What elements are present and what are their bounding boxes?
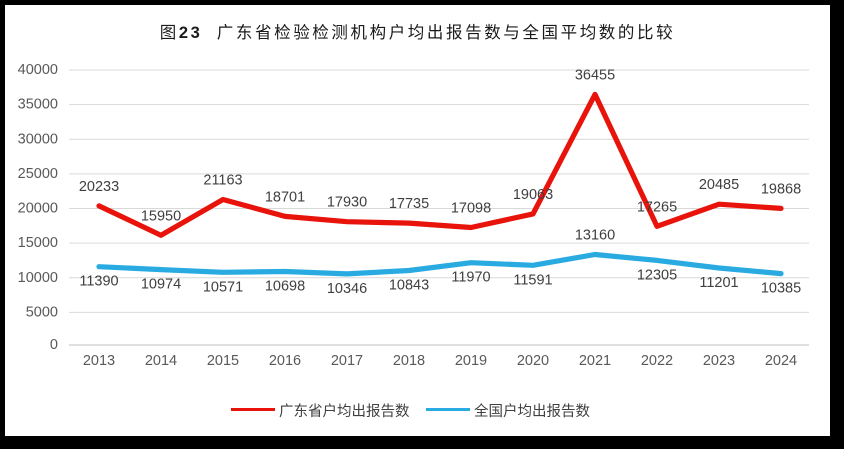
svg-text:17265: 17265 [637, 199, 677, 215]
svg-text:18701: 18701 [265, 189, 305, 205]
svg-text:20233: 20233 [79, 179, 119, 195]
svg-text:25000: 25000 [18, 166, 58, 182]
svg-text:40000: 40000 [18, 62, 58, 78]
svg-text:17930: 17930 [327, 195, 367, 211]
svg-text:15950: 15950 [141, 208, 181, 224]
svg-text:2017: 2017 [331, 353, 363, 369]
svg-text:2021: 2021 [579, 353, 611, 369]
svg-text:13160: 13160 [575, 228, 615, 244]
svg-text:19063: 19063 [513, 187, 553, 203]
svg-text:15000: 15000 [18, 235, 58, 251]
svg-text:20000: 20000 [18, 201, 58, 217]
svg-text:2014: 2014 [145, 353, 177, 369]
svg-text:10385: 10385 [761, 281, 801, 297]
svg-text:12305: 12305 [637, 267, 677, 283]
svg-text:17735: 17735 [389, 196, 429, 212]
svg-text:17098: 17098 [451, 201, 491, 217]
svg-text:2013: 2013 [83, 353, 115, 369]
svg-text:21163: 21163 [203, 173, 242, 189]
svg-text:10000: 10000 [18, 270, 58, 286]
svg-text:2020: 2020 [517, 353, 549, 369]
svg-text:2022: 2022 [641, 353, 673, 369]
svg-text:11201: 11201 [699, 275, 738, 291]
svg-text:2024: 2024 [765, 353, 797, 369]
svg-text:19868: 19868 [761, 181, 801, 197]
svg-text:2018: 2018 [393, 353, 425, 369]
svg-text:10571: 10571 [203, 279, 243, 295]
svg-text:35000: 35000 [18, 97, 58, 113]
svg-text:11390: 11390 [79, 274, 118, 290]
svg-text:20485: 20485 [699, 177, 739, 193]
svg-text:30000: 30000 [18, 131, 58, 147]
svg-text:10843: 10843 [389, 278, 429, 294]
svg-text:11970: 11970 [451, 270, 490, 286]
svg-text:10346: 10346 [327, 281, 367, 297]
svg-text:5000: 5000 [26, 304, 58, 320]
svg-text:11591: 11591 [513, 272, 552, 288]
svg-text:0: 0 [50, 337, 58, 353]
svg-text:2015: 2015 [207, 353, 239, 369]
svg-text:10698: 10698 [265, 279, 305, 295]
svg-text:2016: 2016 [269, 353, 301, 369]
svg-text:36455: 36455 [575, 67, 615, 83]
svg-text:2019: 2019 [455, 353, 487, 369]
svg-text:2023: 2023 [703, 353, 735, 369]
svg-text:10974: 10974 [141, 277, 181, 293]
